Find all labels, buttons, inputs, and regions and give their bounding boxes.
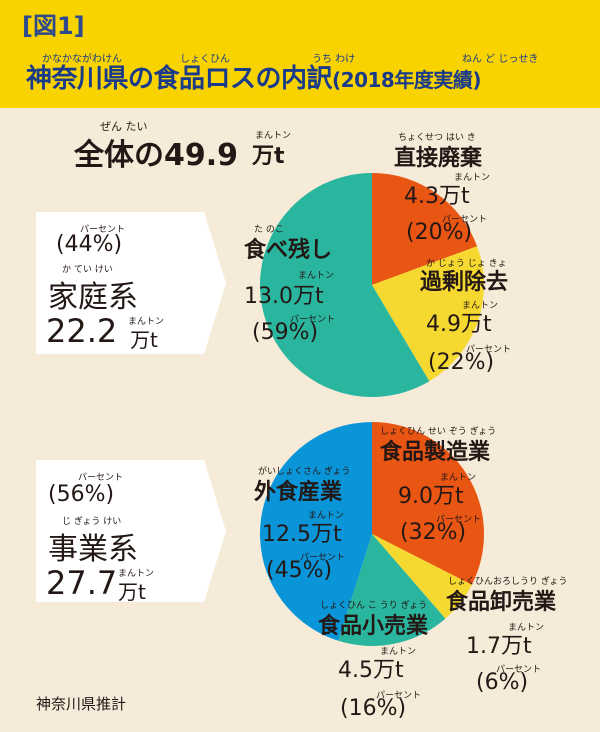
label-wholesale-amount: 1.7万t — [466, 634, 532, 659]
business-arrow — [204, 460, 226, 602]
label-wholesale-ton-ruby: まんトン — [508, 623, 545, 633]
label-direct-name: 直接廃棄 — [394, 146, 483, 171]
total-unit: 万t — [252, 144, 285, 169]
label-manufacture-amount: 9.0万t — [398, 484, 464, 509]
label-wholesale-pct-ruby: パーセント — [496, 665, 542, 675]
household-amount: 22.2 — [46, 312, 118, 350]
label-direct-ton-ruby: まんトン — [454, 173, 491, 183]
slice-excess-removal — [372, 246, 484, 382]
total-label: 全体の49.9 — [74, 138, 239, 173]
label-excess-ton-ruby: まんトン — [462, 301, 499, 311]
slice-retail — [338, 534, 446, 646]
label-leftover-pct-ruby: パーセント — [290, 315, 336, 325]
slice-dining — [260, 422, 372, 641]
business-percent-ruby: パーセント — [78, 473, 124, 483]
label-excess-name: 過剰除去 — [420, 270, 509, 295]
household-pie — [260, 173, 484, 397]
label-leftover-name: 食べ残し — [244, 238, 333, 263]
title-ruby-1: かなかながわけん — [42, 54, 122, 65]
label-leftover-amount: 13.0万t — [244, 284, 324, 309]
business-unit-ruby: まんトン — [118, 569, 155, 579]
label-dining-ton-ruby: まんトン — [308, 511, 345, 521]
label-excess-pct-ruby: パーセント — [466, 345, 512, 355]
business-amount: 27.7 — [46, 564, 118, 602]
title-main: 神奈川県の食品ロスの内訳 — [26, 64, 333, 94]
label-wholesale-name: 食品卸売業 — [446, 590, 557, 615]
title-ruby-2: しょくひん — [180, 54, 230, 65]
label-retail-ton-ruby: まんトン — [380, 647, 417, 657]
label-direct-ruby: ちょくせつ はい き — [398, 133, 476, 143]
label-retail-pct-ruby: パーセント — [376, 691, 422, 701]
household-unit: 万t — [130, 328, 158, 352]
label-manufacture-ruby: しょくひん せい ぞう ぎょう — [380, 427, 497, 437]
business-name: 事業系 — [48, 532, 138, 567]
label-excess-amount: 4.9万t — [426, 312, 492, 337]
label-dining-name: 外食産業 — [254, 480, 343, 505]
label-wholesale-ruby: しょくひんおろしうり ぎょう — [448, 577, 568, 587]
label-excess-ruby: か じょう じょ きょ — [426, 259, 507, 269]
business-share: (56%) — [48, 482, 115, 507]
header-band — [0, 0, 600, 108]
label-direct-pct-ruby: パーセント — [442, 215, 488, 225]
household-arrow — [204, 212, 226, 354]
total-unit-ruby: まんトン — [255, 131, 292, 141]
business-box — [36, 460, 204, 602]
source-note: 神奈川県推計 — [36, 695, 127, 713]
figure-label: [図1] — [22, 12, 85, 40]
page-title: 神奈川県の食品ロスの内訳(2018年度実績) — [26, 58, 481, 95]
business-pie — [260, 422, 484, 646]
label-leftover-ruby: た のこ — [254, 225, 284, 235]
household-name: 家庭系 — [48, 280, 138, 315]
business-ruby: じ ぎょう けい — [62, 517, 122, 527]
label-direct-percent: (20%) — [406, 220, 473, 245]
label-manufacture-pct-ruby: パーセント — [436, 515, 482, 525]
label-manufacture-percent: (32%) — [400, 520, 467, 545]
household-ruby: か てい けい — [62, 265, 113, 275]
household-percent-ruby: パーセント — [80, 225, 126, 235]
label-direct-amount: 4.3万t — [404, 184, 470, 209]
title-year: (2018年度実績) — [332, 68, 481, 92]
household-box — [36, 212, 204, 354]
label-retail-ruby: しょくひん こ うり ぎょう — [320, 601, 428, 611]
label-dining-ruby: がいしょくさん ぎょう — [258, 467, 351, 477]
label-leftover-ton-ruby: まんトン — [298, 271, 335, 281]
label-manufacture-ton-ruby: まんトン — [440, 473, 477, 483]
slice-wholesale — [372, 534, 472, 619]
label-dining-pct-ruby: パーセント — [300, 553, 346, 563]
label-dining-percent: (45%) — [266, 558, 333, 583]
label-retail-amount: 4.5万t — [338, 658, 404, 683]
slice-manufacturing — [372, 422, 484, 585]
household-share: (44%) — [56, 232, 123, 257]
title-ruby-3: うち わけ — [312, 54, 356, 65]
household-unit-ruby: まんトン — [128, 317, 165, 327]
label-retail-name: 食品小売業 — [318, 614, 429, 639]
label-wholesale-percent: (6%) — [476, 670, 529, 695]
label-retail-percent: (16%) — [340, 696, 407, 721]
total-ruby: ぜん たい — [100, 120, 148, 133]
label-leftover-percent: (59%) — [252, 320, 319, 345]
label-dining-amount: 12.5万t — [262, 522, 342, 547]
title-ruby-4: ねん ど じっせき — [462, 54, 539, 65]
slice-direct-disposal — [372, 173, 478, 285]
label-excess-percent: (22%) — [428, 350, 495, 375]
label-manufacture-name: 食品製造業 — [380, 440, 491, 465]
business-unit: 万t — [118, 580, 146, 604]
slice-leftovers — [260, 173, 430, 397]
